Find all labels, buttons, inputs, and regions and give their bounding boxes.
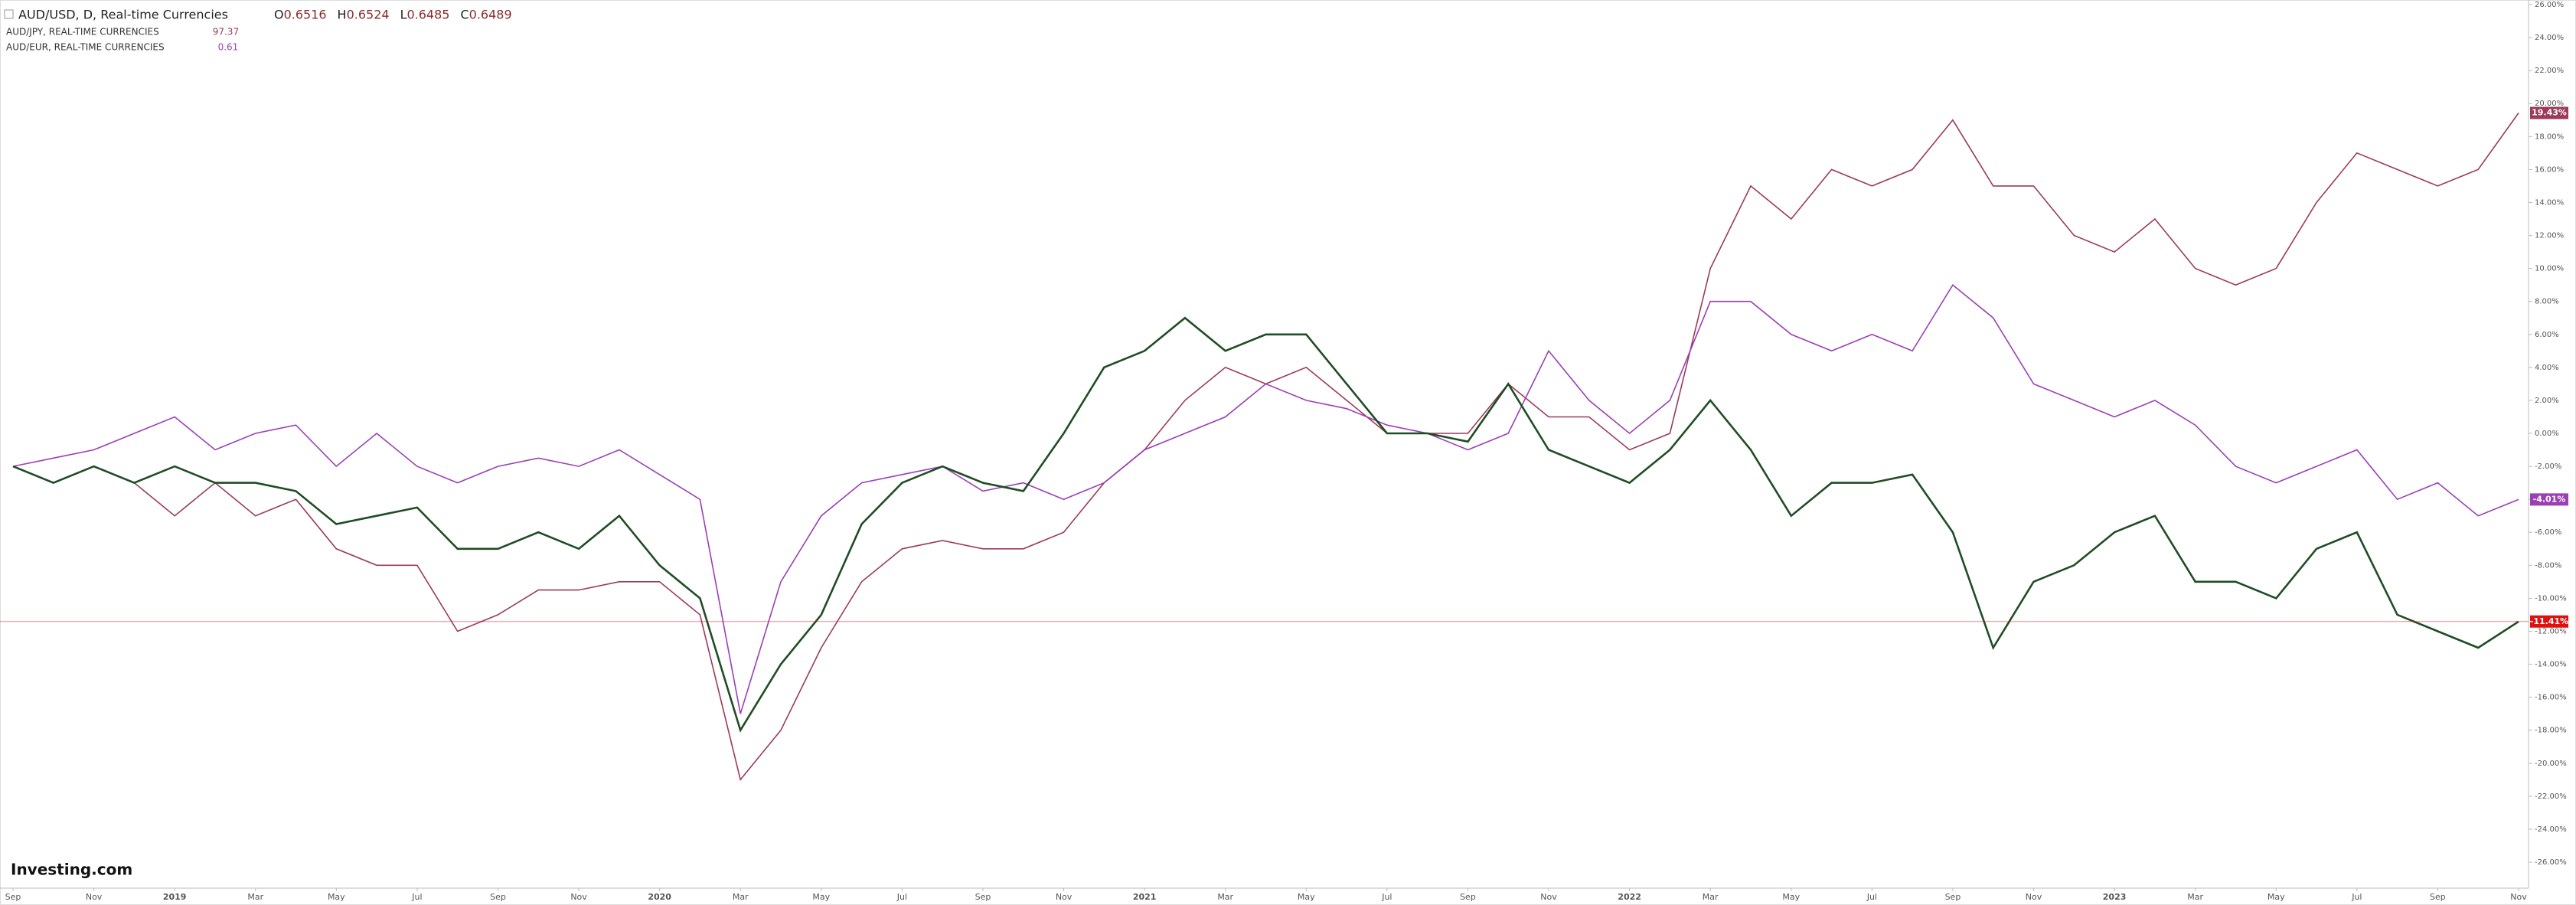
price-tag-label: -11.41% (2530, 616, 2568, 626)
series-line (12, 113, 2519, 782)
ohlc-value: 0.6489 (469, 8, 512, 22)
x-tick-label: Jul (896, 892, 907, 902)
x-tick-label: Nov (2510, 892, 2527, 902)
x-tick-label: May (328, 892, 345, 902)
y-tick-label: 8.00% (2535, 298, 2559, 306)
watermark: Investing.com (11, 861, 132, 879)
x-tick-label: Jul (2351, 892, 2362, 902)
legend-label: AUD/EUR, REAL-TIME CURRENCIES (6, 42, 165, 53)
price-tag (2530, 493, 2568, 506)
legend-value: 97.37 (213, 27, 239, 38)
x-tick-label: Sep (975, 892, 991, 902)
x-tick-label: Sep (1460, 892, 1476, 902)
y-tick-label: 4.00% (2535, 364, 2559, 372)
x-tick-label: Nov (1540, 892, 1557, 902)
y-tick-label: 26.00% (2535, 1, 2564, 9)
legend-label: AUD/JPY, REAL-TIME CURRENCIES (6, 27, 159, 38)
y-tick-label: -22.00% (2535, 792, 2567, 801)
x-tick-label: Jul (411, 892, 422, 902)
x-tick-label: Mar (1703, 892, 1719, 902)
y-tick-label: 6.00% (2535, 331, 2559, 339)
y-tick-label: 16.00% (2535, 165, 2564, 174)
x-tick-label: May (1782, 892, 1800, 902)
x-tick-label: Mar (1217, 892, 1233, 902)
y-tick-label: -14.00% (2535, 661, 2567, 669)
ohlc-value: 0.6516 (284, 8, 327, 22)
y-tick-label: 22.00% (2535, 67, 2564, 75)
x-tick-label: May (2267, 892, 2285, 902)
chart-title: AUD/USD, D, Real-time Currencies (18, 8, 228, 22)
y-tick-label: -20.00% (2535, 760, 2567, 768)
ohlc-key: O (274, 8, 284, 22)
y-tick-label: -16.00% (2535, 694, 2567, 702)
x-tick-label: Sep (5, 892, 21, 902)
price-tag (2530, 106, 2568, 119)
x-tick-label: Sep (1945, 892, 1961, 902)
x-tick-label: Sep (2430, 892, 2446, 902)
series-line (12, 316, 2519, 733)
x-tick-label: Mar (2187, 892, 2203, 902)
ohlc-value: 0.6485 (406, 8, 449, 22)
y-tick-label: -10.00% (2535, 594, 2567, 603)
ohlc-key: L (400, 8, 407, 22)
price-tag-label: -4.01% (2533, 494, 2566, 504)
y-tick-label: 10.00% (2535, 265, 2564, 273)
y-tick-label: 18.00% (2535, 132, 2564, 141)
price-tag (2530, 615, 2568, 628)
x-tick-label: May (1298, 892, 1315, 902)
y-tick-label: 24.00% (2535, 34, 2564, 42)
x-tick-label: May (812, 892, 830, 902)
x-tick-label: Nov (86, 892, 103, 902)
x-tick-label: Mar (733, 892, 749, 902)
y-tick-label: -8.00% (2535, 561, 2561, 570)
x-tick-label: 2021 (1133, 892, 1157, 902)
x-tick-label: Mar (247, 892, 263, 902)
y-tick-label: 14.00% (2535, 198, 2564, 207)
ohlc-key: H (338, 8, 347, 22)
ohlc-key: C (460, 8, 469, 22)
series-line (12, 284, 2519, 714)
y-tick-label: -12.00% (2535, 627, 2567, 635)
y-tick-label: -24.00% (2535, 825, 2567, 834)
x-tick-label: 2023 (2103, 892, 2127, 902)
y-tick-label: -6.00% (2535, 528, 2561, 537)
x-tick-label: Jul (1381, 892, 1392, 902)
y-tick-label: -2.00% (2535, 462, 2561, 471)
x-tick-label: Nov (570, 892, 587, 902)
x-tick-label: Jul (1866, 892, 1877, 902)
y-tick-label: 20.00% (2535, 100, 2564, 108)
x-tick-label: Nov (2026, 892, 2042, 902)
x-tick-label: 2020 (648, 892, 671, 902)
y-tick-label: -26.00% (2535, 858, 2567, 867)
y-tick-label: 2.00% (2535, 397, 2559, 405)
x-tick-label: 2022 (1618, 892, 1641, 902)
x-tick-label: 2019 (163, 892, 187, 902)
y-tick-label: 12.00% (2535, 232, 2564, 240)
ohlc-value: 0.6524 (347, 8, 390, 22)
collapse-icon[interactable] (4, 9, 14, 19)
x-tick-label: Nov (1056, 892, 1073, 902)
x-tick-label: Sep (490, 892, 506, 902)
legend-value: 0.61 (218, 42, 239, 53)
y-tick-label: -18.00% (2535, 727, 2567, 735)
y-tick-label: 0.00% (2535, 430, 2559, 438)
price-tag-label: 19.43% (2532, 108, 2567, 118)
